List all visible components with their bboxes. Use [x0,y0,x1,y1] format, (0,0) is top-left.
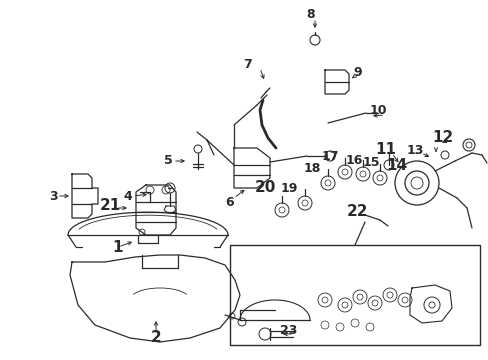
Text: 1: 1 [113,239,123,255]
Text: 7: 7 [243,58,252,72]
Text: 23: 23 [280,324,297,337]
Text: 13: 13 [406,144,423,157]
Text: 5: 5 [163,154,172,167]
Text: 6: 6 [225,195,234,208]
Text: 22: 22 [346,204,368,220]
Text: 8: 8 [306,8,315,21]
Text: 21: 21 [99,198,121,212]
Text: 14: 14 [386,158,407,172]
Text: 4: 4 [123,189,132,202]
Text: 9: 9 [353,66,362,78]
Text: 17: 17 [321,150,338,163]
Text: 3: 3 [50,189,58,202]
Text: 19: 19 [280,181,297,194]
Text: 18: 18 [303,162,320,175]
Bar [229,245,479,345]
Text: 16: 16 [345,153,362,166]
Text: 11: 11 [375,143,396,158]
Text: 15: 15 [362,157,379,170]
Text: 20: 20 [254,180,275,195]
Text: 12: 12 [431,130,453,144]
Text: 10: 10 [368,104,386,117]
Text: 2: 2 [150,330,161,346]
